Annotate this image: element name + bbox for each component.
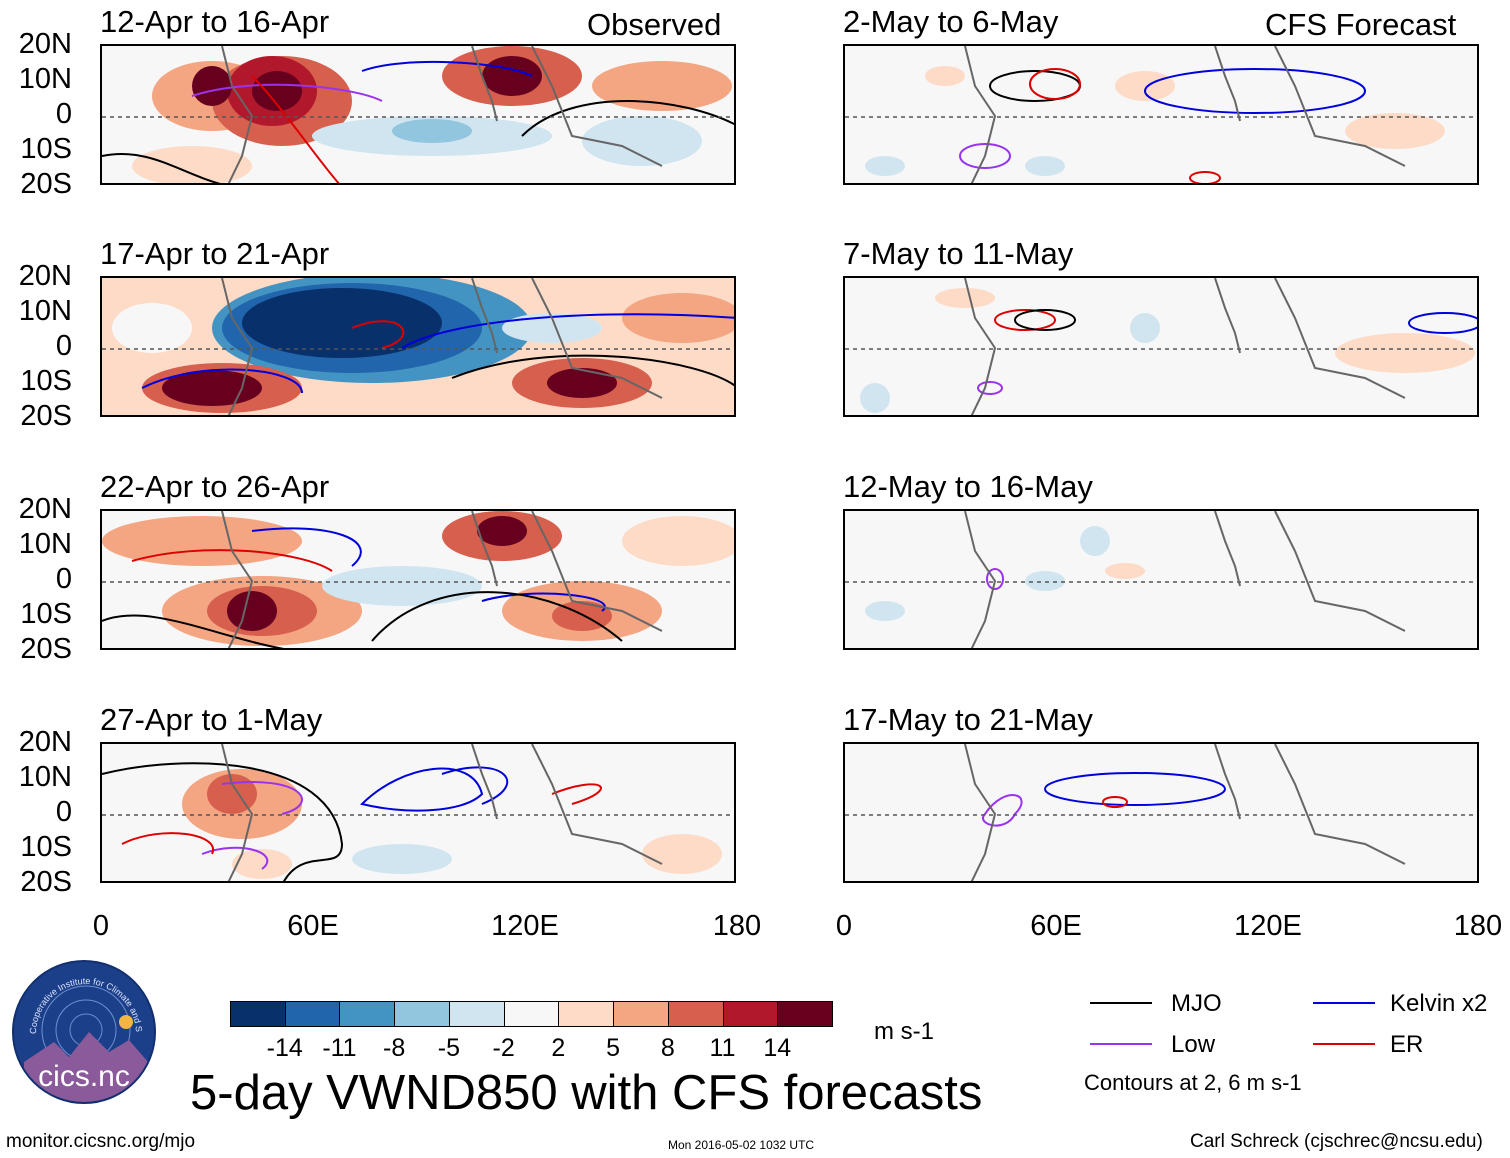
colorbar-tick-label: -8 — [383, 1034, 406, 1062]
legend-kelvin-label: Kelvin x2 — [1390, 990, 1488, 1017]
legend-mjo-line — [1090, 1002, 1152, 1004]
colorbar-swatch — [230, 1001, 286, 1027]
footer-url: monitor.cicsnc.org/mjo — [6, 1131, 196, 1152]
map-panel-forecast-2 — [843, 276, 1479, 417]
lat-label: 0 — [55, 796, 72, 828]
map-panel-forecast-4 — [843, 742, 1479, 883]
colorbar-tick-label: -11 — [322, 1034, 357, 1062]
legend-low-label: Low — [1171, 1031, 1216, 1058]
colorbar-tick-label: 5 — [606, 1034, 621, 1062]
colorbar-swatch — [613, 1001, 669, 1027]
legend-mjo-label: MJO — [1171, 990, 1222, 1017]
colorbar-swatch — [284, 1001, 341, 1027]
lat-label: 20S — [20, 633, 72, 665]
lat-label: 20N — [18, 260, 72, 292]
colorbar-swatch — [722, 1001, 779, 1027]
panel-label-left-1: 12-Apr to 16-Apr — [100, 4, 330, 39]
colorbar-swatch — [339, 1001, 396, 1027]
map-panel-forecast-1 — [843, 44, 1479, 185]
forecast-header: CFS Forecast — [1265, 7, 1457, 42]
lat-label: 10S — [20, 365, 72, 397]
map-panel-observed-2 — [100, 276, 736, 417]
colorbar-tick-label: -14 — [266, 1034, 303, 1062]
panel-label-left-4: 27-Apr to 1-May — [100, 702, 323, 737]
panel-label-right-1: 2-May to 6-May — [843, 4, 1059, 39]
cicsnc-logo: Cooperative Institute for Climate and Sa… — [12, 960, 156, 1104]
colorbar-tick-label: -5 — [437, 1034, 461, 1062]
footer-credit: Carl Schreck (cjschrec@ncsu.edu) — [1190, 1131, 1483, 1152]
lat-label: 0 — [55, 330, 72, 362]
lon-label-0-right: 0 — [835, 910, 853, 942]
lat-label: 20S — [20, 866, 72, 898]
logo-text: cics.nc — [38, 1060, 130, 1093]
lat-label: 10N — [18, 528, 72, 560]
legend-low-line — [1090, 1043, 1152, 1045]
colorbar-swatch — [394, 1001, 450, 1027]
figure-title: 5-day VWND850 with CFS forecasts — [190, 1066, 983, 1120]
lon-label-60e-left: 60E — [287, 910, 339, 942]
lat-label: 10S — [20, 133, 72, 165]
map-panel-forecast-3 — [843, 509, 1479, 650]
colorbar-swatch — [558, 1001, 615, 1027]
lat-label: 10S — [20, 831, 72, 863]
lat-label: 0 — [55, 98, 72, 130]
lon-label-120e-left: 120E — [491, 910, 559, 942]
lat-label: 0 — [55, 563, 72, 595]
legend-kelvin-line — [1313, 1002, 1375, 1004]
colorbar-tick-label: 8 — [660, 1034, 675, 1062]
lat-label: 20N — [18, 493, 72, 525]
colorbar-tick-label: 11 — [709, 1034, 736, 1062]
lon-label-60e-right: 60E — [1030, 910, 1082, 942]
colorbar-tick-label: 14 — [763, 1034, 792, 1062]
observed-header: Observed — [587, 7, 722, 42]
colorbar-swatch — [503, 1001, 560, 1027]
colorbar-swatch — [777, 1001, 833, 1027]
colorbar-tick-label: 2 — [551, 1034, 566, 1062]
footer-timestamp: Mon 2016-05-02 1032 UTC — [668, 1138, 815, 1152]
lon-label-180-right: 180 — [1453, 910, 1503, 942]
panel-label-left-2: 17-Apr to 21-Apr — [100, 236, 330, 271]
legend-er-line — [1313, 1043, 1375, 1045]
lat-label: 20S — [20, 168, 72, 200]
legend-contour-note: Contours at 2, 6 m s-1 — [1084, 1070, 1302, 1095]
lat-label: 20N — [18, 28, 72, 60]
panel-label-right-4: 17-May to 21-May — [843, 702, 1093, 737]
map-panel-observed-3 — [100, 509, 736, 650]
colorbar-units: m s-1 — [874, 1018, 934, 1045]
lat-label: 20S — [20, 400, 72, 432]
lat-label: 10S — [20, 598, 72, 630]
lon-label-0-left: 0 — [92, 910, 110, 942]
legend-er-label: ER — [1390, 1031, 1424, 1058]
lon-label-180-left: 180 — [712, 910, 762, 942]
lat-label: 10N — [18, 761, 72, 793]
colorbar-tick-label: -2 — [492, 1034, 515, 1062]
lat-label: 10N — [18, 63, 72, 95]
lon-label-120e-right: 120E — [1234, 910, 1302, 942]
panel-label-right-3: 12-May to 16-May — [843, 469, 1093, 504]
lat-label: 20N — [18, 726, 72, 758]
colorbar-swatch — [448, 1001, 505, 1027]
map-panel-observed-1 — [100, 44, 736, 185]
colorbar-swatch — [667, 1001, 724, 1027]
panel-label-left-3: 22-Apr to 26-Apr — [100, 469, 330, 504]
map-panel-observed-4 — [100, 742, 736, 883]
lat-label: 10N — [18, 295, 72, 327]
panel-label-right-2: 7-May to 11-May — [843, 236, 1074, 271]
